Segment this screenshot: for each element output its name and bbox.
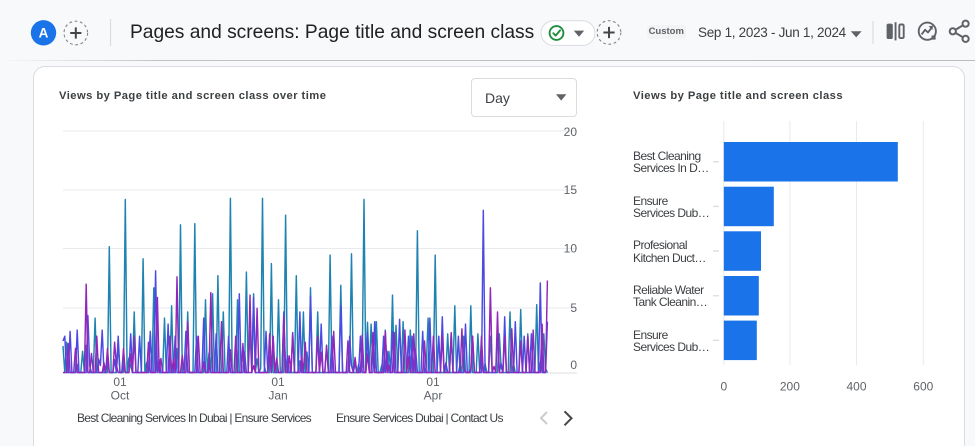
svg-text:0: 0: [720, 380, 727, 394]
svg-text:400: 400: [846, 380, 866, 394]
svg-text:15: 15: [564, 183, 578, 197]
svg-text:01: 01: [113, 375, 127, 389]
svg-text:Apr: Apr: [424, 389, 443, 403]
svg-text:20: 20: [564, 125, 578, 139]
svg-text:5: 5: [570, 301, 577, 315]
svg-text:600: 600: [913, 380, 933, 394]
svg-text:0: 0: [570, 358, 577, 372]
svg-text:200: 200: [780, 380, 800, 394]
svg-text:10: 10: [564, 242, 578, 256]
svg-text:01: 01: [426, 375, 440, 389]
svg-text:01: 01: [271, 375, 285, 389]
svg-text:A: A: [39, 26, 49, 41]
svg-text:Jan: Jan: [268, 389, 287, 403]
svg-text:Oct: Oct: [111, 389, 130, 403]
